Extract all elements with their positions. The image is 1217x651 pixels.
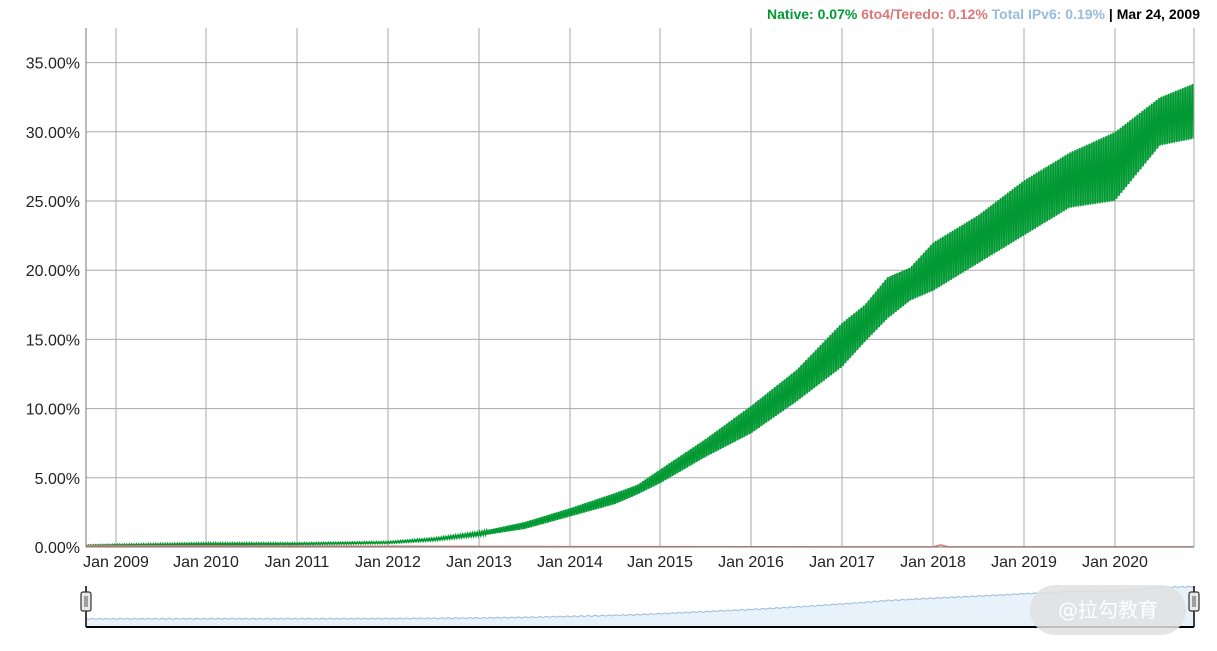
native-series-line [85, 83, 1195, 548]
navigator-series [85, 585, 1195, 628]
x-tick-label: Jan 2009 [83, 554, 149, 571]
y-tick-label: 30.00% [26, 125, 80, 142]
y-tick-label: 0.00% [35, 540, 80, 557]
x-tick-label: Jan 2016 [718, 554, 784, 571]
x-tick-label: Jan 2013 [446, 554, 512, 571]
legend-separator: | [1108, 6, 1117, 22]
navigator-right-handle[interactable] [1188, 591, 1200, 612]
y-tick-label: 5.00% [35, 471, 80, 488]
x-tick-label: Jan 2020 [1082, 554, 1148, 571]
watermark: @拉勾教育 [1030, 585, 1186, 635]
x-tick-label: Jan 2011 [265, 554, 330, 571]
navigator-left-handle[interactable] [80, 591, 92, 612]
native-series-band [86, 84, 1194, 547]
legend-total: Total IPv6: 0.19% [991, 6, 1105, 22]
y-tick-label: 20.00% [26, 263, 80, 280]
x-tick-label: Jan 2018 [900, 554, 966, 571]
y-tick-label: 15.00% [26, 332, 80, 349]
range-navigator[interactable] [80, 585, 1200, 628]
x-tick-label: Jan 2015 [627, 554, 693, 571]
y-tick-label: 35.00% [26, 56, 80, 73]
y-tick-label: 25.00% [26, 194, 80, 211]
x-tick-label: Jan 2014 [537, 554, 603, 571]
grid [86, 28, 1194, 548]
legend-6to4: 6to4/Teredo: 0.12% [861, 6, 988, 22]
axes: 0.00% 5.00% 10.00% 15.00% 20.00% 25.00% 30.00%… [26, 28, 1195, 571]
x-tick-label: Jan 2010 [173, 554, 239, 571]
legend-native: Native: 0.07% [767, 6, 858, 22]
y-tick-label: 10.00% [26, 402, 80, 419]
legend: Native: 0.07% 6to4/Teredo: 0.12% Total I… [767, 6, 1200, 22]
x-tick-label: Jan 2019 [991, 554, 1057, 571]
x-tick-label: Jan 2012 [355, 554, 421, 571]
legend-date: Mar 24, 2009 [1116, 6, 1200, 22]
x-tick-label: Jan 2017 [809, 554, 875, 571]
